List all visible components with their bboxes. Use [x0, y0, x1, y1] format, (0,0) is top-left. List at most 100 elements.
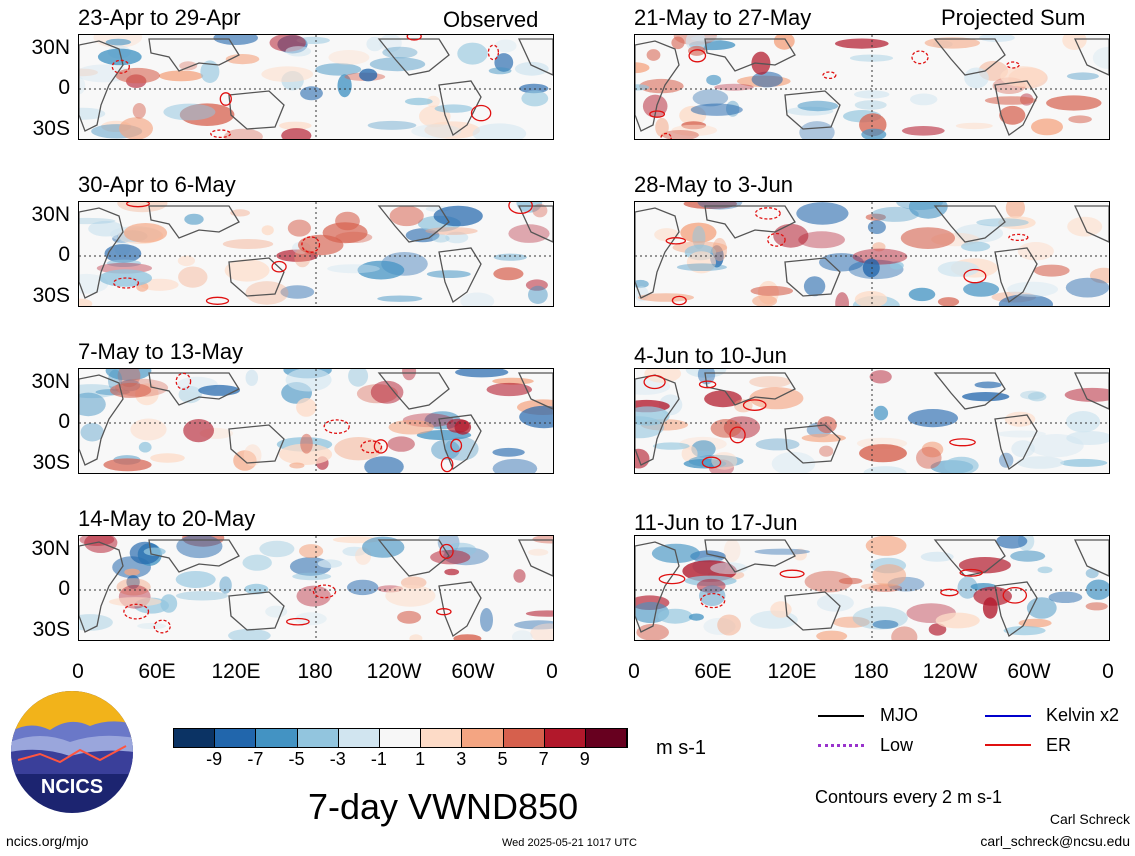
colorbar-swatch — [462, 729, 504, 747]
coastline — [704, 38, 796, 72]
anomaly-shading — [385, 584, 436, 607]
map-panel-left-4 — [78, 535, 554, 641]
anomaly-shading — [137, 622, 167, 630]
footer-author: Carl Schreck — [1049, 811, 1130, 827]
anomaly-shading — [671, 36, 685, 50]
anomaly-shading — [872, 620, 899, 629]
coastline — [704, 539, 796, 573]
anomaly-shading — [327, 264, 380, 274]
anomaly-shading — [108, 597, 162, 607]
er-contour — [112, 277, 140, 289]
anomaly-shading — [655, 117, 669, 137]
anomaly-shading — [434, 104, 473, 113]
anomaly-shading — [84, 536, 118, 553]
anomaly-shading — [1065, 277, 1109, 298]
anomaly-shading — [433, 205, 483, 227]
colorbar-units: m s-1 — [656, 737, 706, 759]
anomaly-shading — [712, 237, 727, 262]
anomaly-shading — [117, 369, 141, 388]
coastline — [79, 40, 124, 132]
anomaly-shading — [103, 458, 152, 472]
anomaly-shading — [636, 623, 669, 640]
anomaly-shading — [920, 551, 954, 562]
er-contour — [450, 438, 463, 453]
anomaly-shading — [492, 447, 525, 457]
anomaly-shading — [770, 601, 792, 618]
anomaly-shading — [1016, 456, 1065, 469]
er-contour — [210, 129, 232, 139]
figure-title: 7-day VWND850 — [308, 786, 579, 827]
anomaly-shading — [79, 298, 93, 306]
coastline — [1073, 205, 1109, 243]
anomaly-shading — [79, 68, 98, 77]
er-contour — [1008, 233, 1029, 242]
anomaly-shading — [865, 213, 886, 221]
colorbar-tick-label: -7 — [247, 749, 264, 769]
map-graphic — [635, 369, 1109, 473]
coastline — [228, 591, 285, 631]
y-tick-label: 0 — [58, 243, 70, 266]
anomaly-shading — [835, 38, 889, 49]
anomaly-shading — [710, 419, 742, 438]
footer-email[interactable]: carl_schreck@ncsu.edu — [980, 833, 1130, 849]
anomaly-shading — [364, 456, 404, 473]
anomaly-shading — [773, 223, 809, 248]
anomaly-shading — [798, 231, 845, 249]
anomaly-shading — [717, 614, 741, 636]
anomaly-shading — [801, 433, 846, 443]
anomaly-shading — [530, 623, 553, 640]
anomaly-shading — [714, 83, 754, 91]
coastline — [1073, 539, 1109, 577]
anomaly-shading — [1017, 242, 1054, 261]
y-tick-label: 30N — [31, 370, 70, 393]
anomaly-shading — [335, 231, 373, 243]
anomaly-shading — [532, 203, 548, 218]
anomaly-shading — [861, 128, 887, 139]
anomaly-shading — [261, 225, 274, 236]
anomaly-shading — [281, 128, 312, 139]
anomaly-shading — [816, 594, 854, 612]
er-contour — [658, 573, 686, 585]
er-contour — [440, 456, 454, 473]
anomaly-shading — [79, 614, 113, 631]
anomaly-shading — [723, 539, 741, 562]
map-graphic — [79, 369, 553, 473]
anomaly-shading — [494, 53, 514, 72]
anomaly-shading — [921, 441, 944, 458]
coastline — [228, 257, 285, 297]
anomaly-shading — [213, 35, 258, 45]
legend-label-kelvin: Kelvin x2 — [1046, 705, 1120, 725]
anomaly-shading — [973, 586, 1012, 606]
anomaly-shading — [935, 612, 980, 629]
anomaly-shading — [1004, 411, 1036, 427]
anomaly-shading — [80, 423, 104, 442]
anomaly-shading — [860, 583, 901, 591]
anomaly-shading — [261, 66, 314, 82]
x-tick-label: 180 — [853, 660, 889, 683]
map-panel-right-4 — [634, 535, 1110, 641]
panel-title-left-2: 30-Apr to 6-May — [78, 172, 236, 197]
anomaly-shading — [916, 446, 942, 469]
coastline — [517, 372, 553, 410]
anomaly-shading — [869, 370, 892, 384]
map-graphic — [79, 536, 553, 640]
anomaly-shading — [854, 291, 888, 306]
anomaly-shading — [472, 123, 527, 139]
anomaly-shading — [198, 384, 240, 396]
footer-url[interactable]: ncics.org/mjo — [6, 833, 89, 849]
anomaly-shading — [79, 217, 116, 225]
coastline — [933, 372, 1006, 410]
anomaly-shading — [639, 78, 684, 94]
anomaly-shading — [1066, 72, 1099, 80]
anomaly-shading — [635, 62, 650, 74]
colorbar-tick-label: -5 — [288, 749, 305, 769]
colorbar-tick-label: 5 — [497, 749, 508, 769]
y-tick-label: 30N — [31, 36, 70, 59]
anomaly-shading — [635, 448, 650, 469]
anomaly-shading — [493, 253, 527, 261]
coastline — [1073, 372, 1109, 410]
er-contour — [779, 569, 805, 579]
anomaly-shading — [998, 294, 1053, 306]
projected-sum-header: Projected Sum — [941, 5, 1086, 30]
anomaly-shading — [706, 74, 722, 86]
